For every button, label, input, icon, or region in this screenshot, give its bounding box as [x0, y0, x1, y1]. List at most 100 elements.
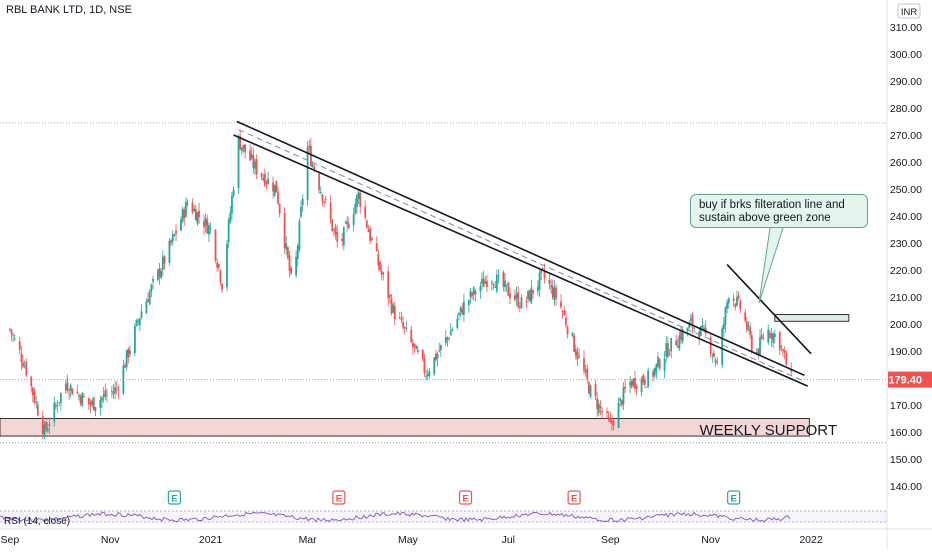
candle-body [22, 362, 24, 367]
earnings-marker[interactable]: E [567, 490, 581, 505]
candle-body [599, 405, 602, 408]
candle-body [780, 346, 783, 348]
y-tick-label: 210.00 [890, 292, 922, 304]
candle-body [25, 361, 28, 376]
candle [370, 236, 373, 242]
candle-body [265, 181, 268, 184]
candle [513, 289, 516, 303]
candle-body [472, 287, 475, 295]
candle-body [357, 191, 360, 200]
candle-body [578, 356, 580, 357]
candle [334, 224, 337, 240]
candle-body [690, 318, 692, 321]
candle [237, 134, 240, 195]
candle-body [346, 221, 349, 225]
candle [267, 171, 270, 185]
x-tick-label: 2021 [199, 534, 223, 546]
candle-body [334, 226, 337, 235]
candle [704, 320, 707, 337]
candle-body [428, 371, 431, 377]
candle [208, 223, 210, 243]
candle-body [737, 295, 740, 299]
candle [433, 356, 436, 377]
candle [461, 302, 464, 316]
candle [135, 319, 138, 327]
x-tick-label: May [398, 534, 419, 546]
earnings-marker[interactable]: E [167, 490, 181, 505]
candle [106, 388, 108, 403]
candle-body [344, 222, 347, 224]
candle-body [693, 327, 696, 329]
candle-body [609, 418, 612, 422]
annotation-callout[interactable]: buy if brks filteration line and sustain… [690, 194, 868, 228]
candle-body [296, 245, 299, 260]
candle-body [43, 424, 46, 436]
candle [553, 280, 556, 307]
candle-body [747, 325, 750, 327]
candle-body [479, 286, 482, 292]
candle [739, 298, 742, 314]
candle-body [564, 317, 567, 326]
earnings-marker[interactable]: E [727, 490, 741, 505]
candle-body [380, 270, 383, 275]
candle-body [426, 374, 429, 376]
candle [647, 367, 650, 389]
candle [127, 346, 130, 364]
last-price-tag [888, 371, 932, 388]
candle [474, 289, 477, 302]
candle [140, 303, 143, 319]
earnings-marker[interactable]: E [458, 490, 473, 505]
candle [458, 312, 460, 321]
candle [782, 348, 784, 357]
candle-body [308, 145, 311, 149]
candle [716, 356, 719, 365]
candle [110, 385, 113, 398]
candle [114, 381, 117, 400]
candle-body [68, 393, 70, 395]
candle [306, 140, 309, 207]
candle-body [369, 228, 372, 241]
y-tick-label: 240.00 [890, 211, 922, 223]
candle [8, 327, 11, 332]
candle [94, 406, 97, 417]
candle-body [527, 291, 529, 300]
candle-body [133, 326, 136, 353]
candle-body [680, 331, 682, 340]
candle [744, 309, 747, 323]
candle-body [750, 335, 753, 352]
candle-body [588, 382, 590, 394]
candle [102, 386, 105, 403]
candle-body [66, 381, 69, 391]
candle-body [515, 294, 518, 299]
candle-body [342, 227, 345, 246]
candle [438, 342, 441, 353]
candle [171, 230, 174, 246]
candle [467, 299, 470, 313]
candle [91, 398, 94, 408]
candle [301, 194, 304, 212]
candle-body [263, 173, 266, 186]
candle [398, 311, 401, 320]
candle [561, 309, 564, 319]
candle [336, 224, 339, 248]
candle-body [227, 219, 230, 243]
candle-body [773, 333, 776, 338]
candle-body [290, 267, 293, 274]
candle [240, 147, 243, 155]
candle [219, 269, 222, 286]
candle [515, 286, 518, 306]
candle-body [703, 327, 705, 330]
candle-body [528, 290, 531, 301]
candle-body [657, 356, 659, 367]
candle [124, 362, 126, 368]
candle [711, 352, 714, 363]
candle-body [173, 233, 176, 236]
candle-body [13, 338, 16, 340]
candle-body [571, 333, 574, 336]
candle [347, 217, 350, 230]
candle [573, 333, 576, 353]
candle-body [170, 240, 172, 244]
earnings-marker[interactable]: E [332, 490, 346, 505]
candle [495, 269, 498, 294]
